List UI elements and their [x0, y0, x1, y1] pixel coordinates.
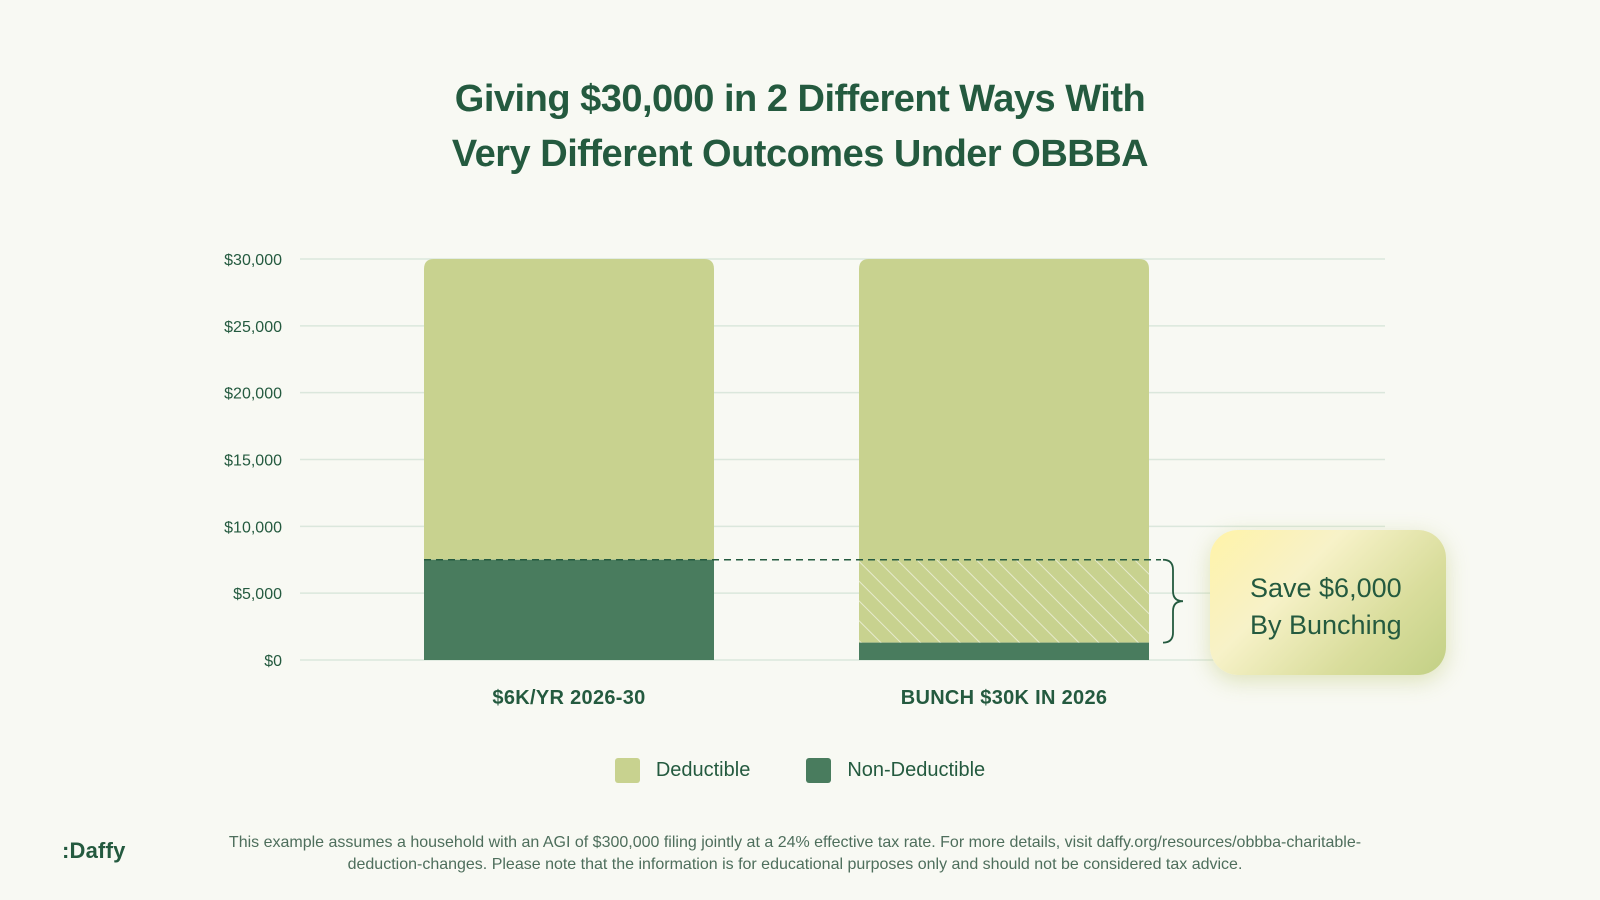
y-tick-label: $10,000: [224, 519, 282, 536]
y-axis-ticks: $0 $5,000 $10,000 $15,000 $20,000 $25,000 $30,…: [224, 252, 282, 670]
legend-label-non-deductible: Non-Deductible: [847, 759, 986, 781]
footnote-disclaimer: This example assumes a household with an…: [228, 834, 1362, 873]
y-tick-label: $0: [264, 653, 282, 670]
legend-swatch-deductible: [614, 758, 640, 783]
bar-non-deductible: [424, 559, 714, 660]
y-tick-label: $20,000: [224, 386, 282, 403]
bar-deductible: [424, 259, 714, 560]
bars: [424, 259, 1149, 660]
legend-item-deductible: Deductible: [614, 758, 751, 783]
legend-label-deductible: Deductible: [655, 759, 751, 781]
legend: Deductible Non-Deductible: [0, 758, 1600, 783]
y-tick-label: $5,000: [233, 586, 282, 603]
hatched-savings-region: [859, 559, 1149, 643]
y-tick-label: $15,000: [224, 453, 282, 470]
bar-deductible: [859, 259, 1149, 643]
reference-annotation: [424, 558, 1184, 644]
legend-swatch-non-deductible: [806, 758, 832, 783]
x-axis-labels: $6K/YR 2026-30 BUNCH $30K IN 2026: [492, 687, 1107, 709]
legend-item-non-deductible: Non-Deductible: [806, 758, 985, 783]
daffy-logo: :Daffy: [62, 838, 126, 863]
bar-non-deductible: [859, 642, 1149, 660]
y-tick-label: $25,000: [224, 319, 282, 336]
callout-line2: By Bunching: [1250, 610, 1402, 640]
x-category-label: $6K/YR 2026-30: [492, 687, 645, 709]
savings-callout: Save $6,000 By Bunching: [1210, 530, 1446, 675]
chart-title-line1: Giving $30,000 in 2 Different Ways With: [454, 78, 1146, 120]
x-category-label: BUNCH $30K IN 2026: [901, 687, 1108, 709]
y-tick-label: $30,000: [224, 252, 282, 269]
curly-brace: [1162, 558, 1184, 644]
chart-title: Giving $30,000 in 2 Different Ways With …: [0, 72, 1600, 182]
callout-line1: Save $6,000: [1250, 573, 1402, 603]
chart-title-line2: Very Different Outcomes Under OBBBA: [451, 133, 1149, 175]
